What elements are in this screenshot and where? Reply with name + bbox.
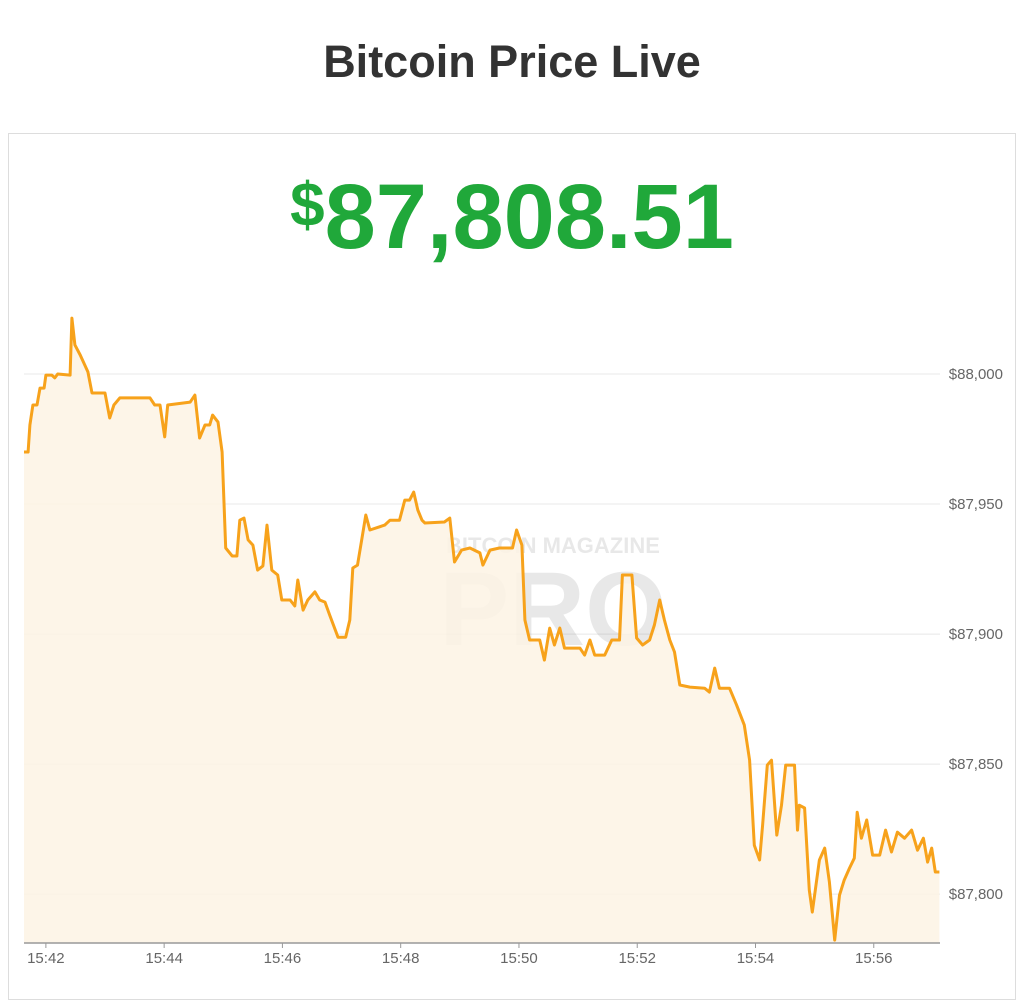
x-tick-label: 15:42 (27, 950, 65, 967)
y-tick-label: $87,950 (949, 496, 1003, 513)
y-tick-label: $87,850 (949, 756, 1003, 773)
x-tick-label: 15:48 (382, 950, 420, 967)
price: $87,808.51 (290, 166, 734, 268)
x-tick-label: 15:56 (855, 950, 893, 967)
x-tick-label: 15:50 (500, 950, 538, 967)
x-tick-label: 15:54 (737, 950, 775, 967)
y-tick-label: $87,900 (949, 626, 1003, 643)
line (24, 316, 940, 942)
x-tick-label: 15:44 (145, 950, 183, 967)
y-tick-label: $87,800 (949, 886, 1003, 903)
price-amount: 87,808.51 (325, 166, 734, 268)
area (24, 318, 940, 944)
x-tick-label: 15:52 (618, 950, 656, 967)
price-currency: $ (290, 171, 324, 240)
chart-title: Bitcoin Price Live (323, 36, 701, 87)
y-tick-label: $88,000 (949, 366, 1003, 383)
watermark-text: BITCOIN MAGAZINE (446, 533, 660, 558)
x-tick-label: 15:46 (264, 950, 302, 967)
